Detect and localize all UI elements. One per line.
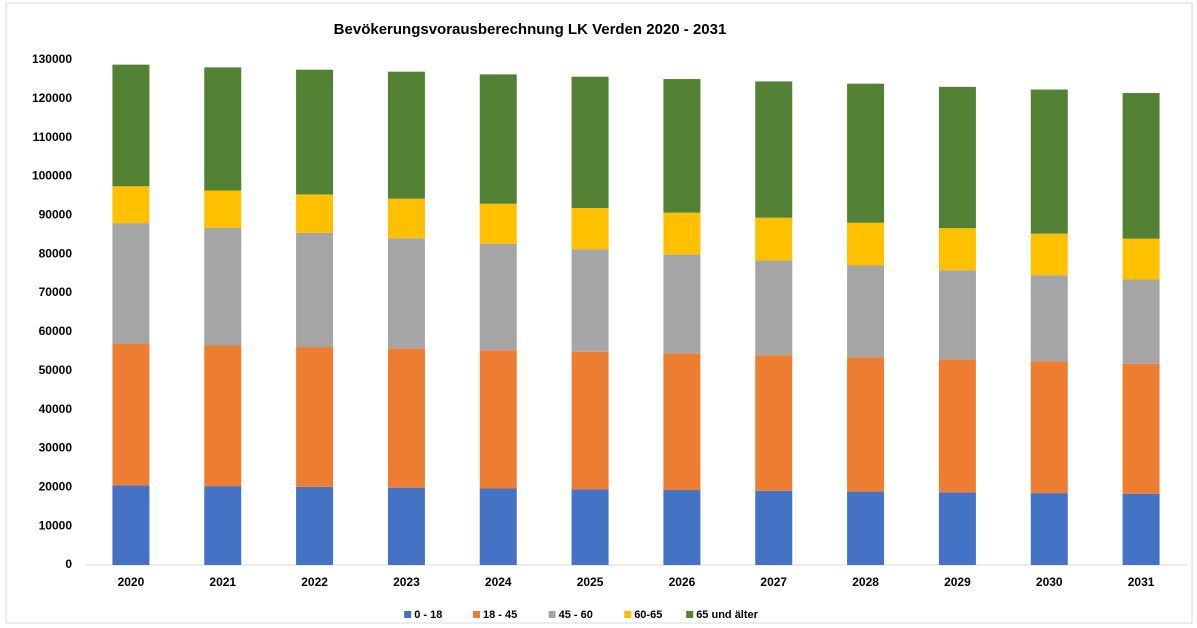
bar-segment [1122,363,1160,494]
bar-segment [1030,233,1068,276]
bar-segment [479,203,517,244]
bar-segment [571,489,609,565]
y-tick-label: 10000 [39,518,73,532]
bar-segment [204,345,242,487]
y-tick-label: 90000 [39,208,73,222]
bar-segment [112,343,150,486]
legend-label: 60-65 [634,609,662,621]
bar-segment [571,249,609,352]
bar-segment [387,71,425,199]
legend-swatch [686,611,694,618]
x-tick-label: 2023 [393,575,420,589]
bar-segment [479,243,517,351]
chart-frame [5,2,1193,624]
x-tick-label: 2027 [760,575,787,589]
bar-segment [755,490,793,565]
y-tick-label: 40000 [39,402,73,416]
bar-segment [479,488,517,565]
bar-segment [1122,238,1160,280]
bar-segment [387,348,425,488]
bar-segment [1122,279,1160,364]
x-tick-label: 2021 [209,575,236,589]
bar-segment [663,490,701,565]
bar-segment [387,238,425,349]
bar-segment [296,347,334,487]
bar-segment [1030,493,1068,565]
bar-segment [1030,89,1068,234]
legend-label: 0 - 18 [414,609,442,621]
x-tick-label: 2022 [301,575,328,589]
y-tick-label: 20000 [39,479,73,493]
x-tick-label: 2026 [669,575,696,589]
x-tick-label: 2020 [118,575,145,589]
legend-swatch [404,611,412,618]
x-tick-label: 2024 [485,575,512,589]
bar-segment [112,485,150,565]
bar-segment [204,190,242,228]
bar-segment [479,74,517,204]
y-tick-label: 0 [65,557,72,571]
bar-segment [296,232,334,348]
bar-segment [112,186,150,224]
bar-segment [938,492,976,565]
bar-segment [571,208,609,250]
bar-segment [1122,93,1160,239]
bar-segment [112,223,150,344]
legend-swatch [548,611,556,618]
bar-segment [112,64,150,187]
bar-segment [755,217,793,261]
bar-segment [296,194,334,233]
y-tick-label: 130000 [32,52,72,66]
legend-swatch [624,611,632,618]
bar-segment [387,487,425,565]
bar-segment [296,69,334,195]
bar-segment [663,79,701,213]
bar-segment [847,83,885,223]
bar-segment [571,76,609,209]
bar-segment [755,81,793,218]
x-tick-label: 2031 [1128,575,1155,589]
bar-segment [847,491,885,565]
legend-swatch [473,611,480,618]
bar-segment [479,350,517,489]
y-tick-label: 100000 [32,169,72,183]
bar-segment [1122,493,1160,565]
bar-segment [755,260,793,356]
y-tick-label: 30000 [39,441,73,455]
bar-segment [755,355,793,491]
bar-segment [1030,275,1068,362]
bar-segment [204,486,242,565]
legend-label: 65 und älter [696,609,758,621]
x-tick-label: 2025 [577,575,604,589]
bar-segment [204,227,242,346]
chart-title: Bevökerungsvorausberechnung LK Verden 20… [334,21,727,38]
bar-segment [938,359,976,493]
bar-segment [938,270,976,360]
bar-segment [847,265,885,358]
y-tick-label: 80000 [39,246,73,260]
legend-label: 18 - 45 [483,609,517,621]
bar-segment [296,486,334,565]
bar-segment [387,198,425,239]
legend-label: 45 - 60 [559,609,593,621]
bar-segment [847,357,885,492]
bar-segment [1030,361,1068,494]
bar-segment [663,212,701,255]
bar-segment [938,86,976,229]
bar-segment [204,67,242,191]
y-tick-label: 60000 [39,324,73,338]
bar-segment [847,222,885,266]
x-tick-label: 2028 [852,575,879,589]
y-tick-label: 110000 [33,130,73,144]
y-tick-label: 120000 [32,91,72,105]
y-tick-label: 70000 [39,285,73,299]
x-tick-label: 2030 [1036,575,1063,589]
y-tick-label: 50000 [39,363,73,377]
x-tick-label: 2029 [944,575,971,589]
bar-segment [571,351,609,490]
bar-segment [663,254,701,354]
bar-segment [663,353,701,491]
bar-segment [938,228,976,271]
